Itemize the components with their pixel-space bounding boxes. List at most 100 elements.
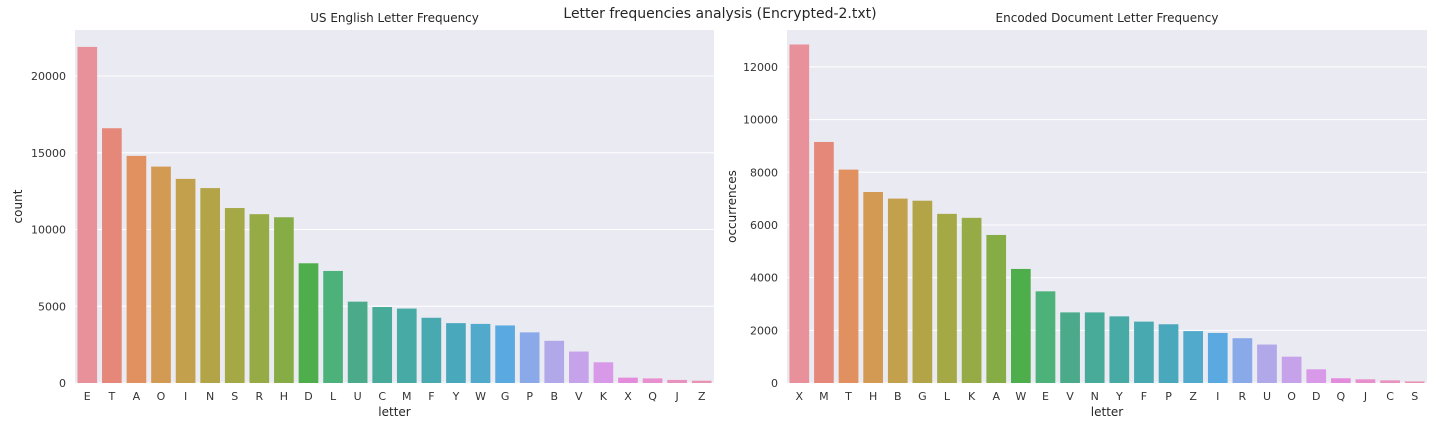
x-tick-label: M [402,390,412,403]
y-tick-label: 15000 [31,147,66,160]
x-tick-label: R [255,390,263,403]
chart-title: Encoded Document Letter Frequency [996,11,1219,25]
bar-A [126,155,147,383]
bar-N [1084,312,1105,383]
bar-W [1011,268,1031,383]
bar-R [1232,338,1253,383]
chart-title: US English Letter Frequency [310,11,479,25]
y-tick-label: 2000 [750,324,778,337]
x-tick-label: L [330,390,337,403]
bar-G [495,325,515,383]
bar-I [175,178,196,383]
y-tick-label: 12000 [743,61,778,74]
x-tick-label: Q [648,390,657,403]
x-tick-label: F [1141,390,1147,403]
bar-X [618,377,638,383]
x-tick-label: N [206,390,214,403]
x-tick-label: J [675,390,679,403]
bar-O [1281,356,1302,383]
bar-P [519,332,540,383]
bar-H [274,217,294,383]
bar-F [1134,321,1154,383]
x-tick-label: L [944,390,951,403]
y-axis-label: count [11,189,25,223]
bar-D [298,263,319,383]
bar-L [323,270,343,383]
bar-U [347,301,368,383]
y-tick-label: 10000 [743,114,778,127]
bar-Z [691,380,712,383]
bar-H [863,192,883,383]
x-tick-label: T [107,390,115,403]
x-tick-label: X [796,390,804,403]
bar-C [1380,380,1400,383]
x-tick-label: T [844,390,852,403]
bar-I [1207,332,1228,383]
x-tick-label: K [968,390,976,403]
x-tick-label: P [526,390,533,403]
bar-E [1035,291,1056,383]
x-tick-label: J [1363,390,1367,403]
x-tick-label: Y [1115,390,1123,403]
bar-Y [446,323,466,383]
x-tick-label: R [1239,390,1247,403]
x-tick-label: W [475,390,486,403]
x-tick-label: Q [1337,390,1346,403]
y-tick-label: 4000 [750,272,778,285]
x-axis-label: letter [378,405,411,419]
x-tick-label: Z [1189,390,1197,403]
x-tick-label: K [600,390,608,403]
bar-B [544,340,565,383]
x-tick-label: X [624,390,632,403]
y-tick-label: 10000 [31,224,66,237]
x-tick-label: B [894,390,902,403]
x-tick-label: N [1091,390,1099,403]
x-tick-label: U [354,390,362,403]
x-tick-label: O [1287,390,1296,403]
figure-suptitle: Letter frequencies analysis (Encrypted-2… [563,6,877,22]
bar-C [372,307,393,383]
x-tick-label: Y [452,390,460,403]
x-tick-label: S [1411,390,1418,403]
bar-X [789,44,810,384]
chart-panel-1: 0 5000 10000 15000 20000 E T A O I N S R H D L U C M F Y W G P B… [11,11,714,419]
x-tick-label: D [1312,390,1320,403]
x-tick-label: S [231,390,238,403]
bar-Z [1183,331,1203,383]
bar-J [1355,379,1376,383]
x-tick-label: E [84,390,91,403]
bar-Y [1109,316,1130,383]
bar-O [151,166,171,383]
bar-V [1060,312,1080,383]
x-tick-label: C [1386,390,1394,403]
bar-B [887,198,908,383]
x-tick-label: G [501,390,510,403]
y-tick-label: 0 [59,377,66,390]
bar-T [102,128,122,383]
x-tick-label: H [869,390,877,403]
bar-E [77,46,98,384]
x-tick-label: B [550,390,558,403]
bar-M [814,141,834,383]
x-tick-label: O [157,390,166,403]
x-tick-label: I [184,390,187,403]
x-tick-label: C [378,390,386,403]
y-tick-label: 20000 [31,70,66,83]
bar-K [961,217,982,383]
bar-M [396,308,417,383]
x-tick-label: V [1066,390,1074,403]
bar-T [838,169,859,383]
bar-D [1306,369,1327,383]
bar-R [249,214,270,383]
y-tick-label: 6000 [750,219,778,232]
x-tick-label: U [1263,390,1271,403]
bar-S [224,208,245,383]
x-tick-label: E [1042,390,1049,403]
x-tick-label: A [133,390,141,403]
chart-panel-2: 0 2000 4000 6000 8000 10000 12000 X M T H B G L K A W E V N… [725,11,1427,419]
bar-W [470,323,491,383]
bar-L [937,213,957,383]
bar-F [421,317,442,383]
y-tick-label: 5000 [38,300,66,313]
